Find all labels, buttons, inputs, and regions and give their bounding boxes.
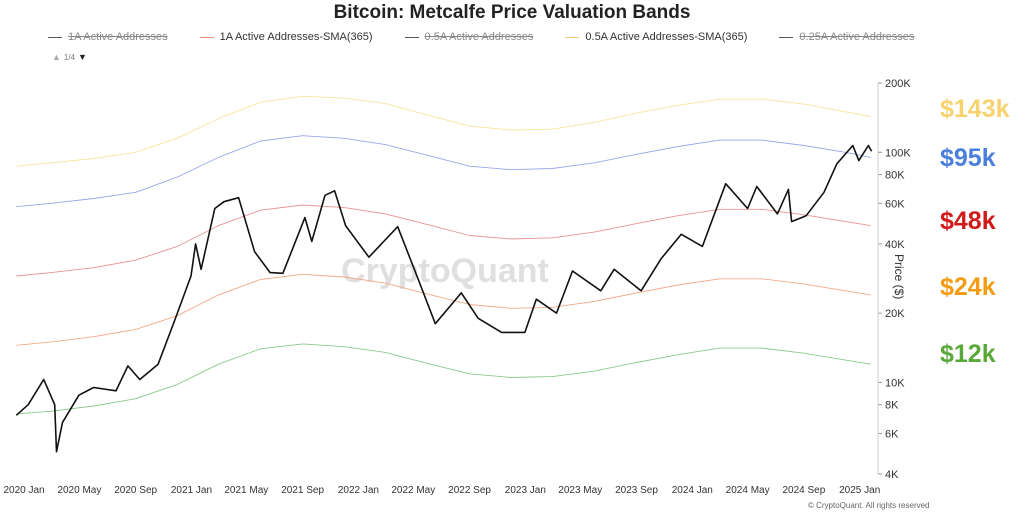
- pager-text: 1/4: [63, 52, 76, 62]
- watermark: CryptoQuant: [341, 252, 549, 290]
- y-tick-label: 60K: [885, 198, 905, 210]
- y-tick-label: 4K: [885, 469, 899, 481]
- legend-label: 0.5A Active Addresses-SMA(365): [585, 31, 748, 43]
- series-line-orange: [16, 273, 871, 346]
- x-tick-label: 2022 May: [391, 485, 435, 496]
- legend-item-0-5a-active-addresses[interactable]: 0.5A Active Addresses: [404, 31, 534, 43]
- x-tick-label: 2025 Jan: [839, 485, 880, 496]
- band-label-95k: $95k: [940, 144, 996, 172]
- y-tick-label: 8K: [885, 400, 899, 412]
- series-line-green: [16, 343, 871, 415]
- legend-item-1a-active-addresses[interactable]: 1A Active Addresses: [48, 31, 168, 43]
- legend-swatch: [404, 36, 419, 38]
- x-tick-label: 2020 Jan: [3, 485, 44, 496]
- band-label-24k: $24k: [940, 273, 996, 301]
- x-tick-label: 2022 Jan: [338, 485, 379, 496]
- legend-label: 0.25A Active Addresses: [799, 31, 915, 43]
- legend-item-1a-sma[interactable]: 1A Active Addresses-SMA(365): [199, 31, 373, 43]
- y-tick-label: 6K: [885, 428, 899, 440]
- x-tick-label: 2023 May: [558, 485, 602, 496]
- chart-title: Bitcoin: Metcalfe Price Valuation Bands: [333, 2, 691, 23]
- copyright-notice: © CryptoQuant. All rights reserved: [808, 501, 930, 510]
- series-line-price: [15, 144, 873, 453]
- y-tick-label: 100K: [885, 147, 911, 159]
- x-tick-label: 2024 Jan: [672, 485, 713, 496]
- x-tick-label: 2024 May: [726, 485, 770, 496]
- pager-down-icon[interactable]: ▼: [78, 52, 87, 62]
- legend-swatch: [779, 36, 794, 38]
- legend-swatch: [48, 36, 62, 38]
- band-label-12k: $12k: [940, 340, 996, 368]
- legend-label: 0.5A Active Addresses: [424, 31, 534, 43]
- series-line-upper-yellow: [16, 95, 871, 167]
- band-label-48k: $48k: [940, 207, 996, 235]
- legend-item-0-25a-active-addresses[interactable]: 0.25A Active Addresses: [779, 31, 914, 43]
- x-tick-label: 2020 Sep: [114, 485, 157, 496]
- legend: 1A Active Addresses 1A Active Addresses-…: [48, 31, 946, 43]
- x-tick-label: 2022 Sep: [448, 485, 491, 496]
- legend-swatch: [199, 36, 214, 38]
- legend-swatch: [565, 36, 580, 38]
- x-tick-label: 2021 Jan: [171, 485, 212, 496]
- legend-label: 1A Active Addresses: [68, 31, 168, 43]
- x-tick-label: 2024 Sep: [782, 485, 825, 496]
- x-tick-label: 2021 Sep: [281, 485, 324, 496]
- x-tick-label: 2023 Jan: [505, 485, 546, 496]
- y-tick-label: 10K: [885, 377, 905, 389]
- y-tick-label: 20K: [885, 308, 905, 320]
- band-label-143k: $143k: [940, 95, 1010, 123]
- x-tick-label: 2020 May: [57, 485, 101, 496]
- x-tick-label: 2021 May: [224, 485, 268, 496]
- x-tick-label: 2023 Sep: [615, 485, 658, 496]
- series-line-blue: [16, 135, 871, 208]
- y-axis-label: Price ($): [892, 254, 906, 300]
- legend-label: 1A Active Addresses-SMA(365): [219, 31, 373, 43]
- y-tick-label: 40K: [885, 239, 905, 251]
- legend-item-0-5a-sma[interactable]: 0.5A Active Addresses-SMA(365): [565, 31, 747, 43]
- legend-pager: ▲ 1/4 ▼: [52, 52, 87, 62]
- series-line-red: [16, 204, 871, 277]
- pager-up-icon[interactable]: ▲: [52, 52, 61, 62]
- y-tick-label: 200K: [885, 78, 911, 90]
- y-tick-label: 80K: [885, 170, 905, 182]
